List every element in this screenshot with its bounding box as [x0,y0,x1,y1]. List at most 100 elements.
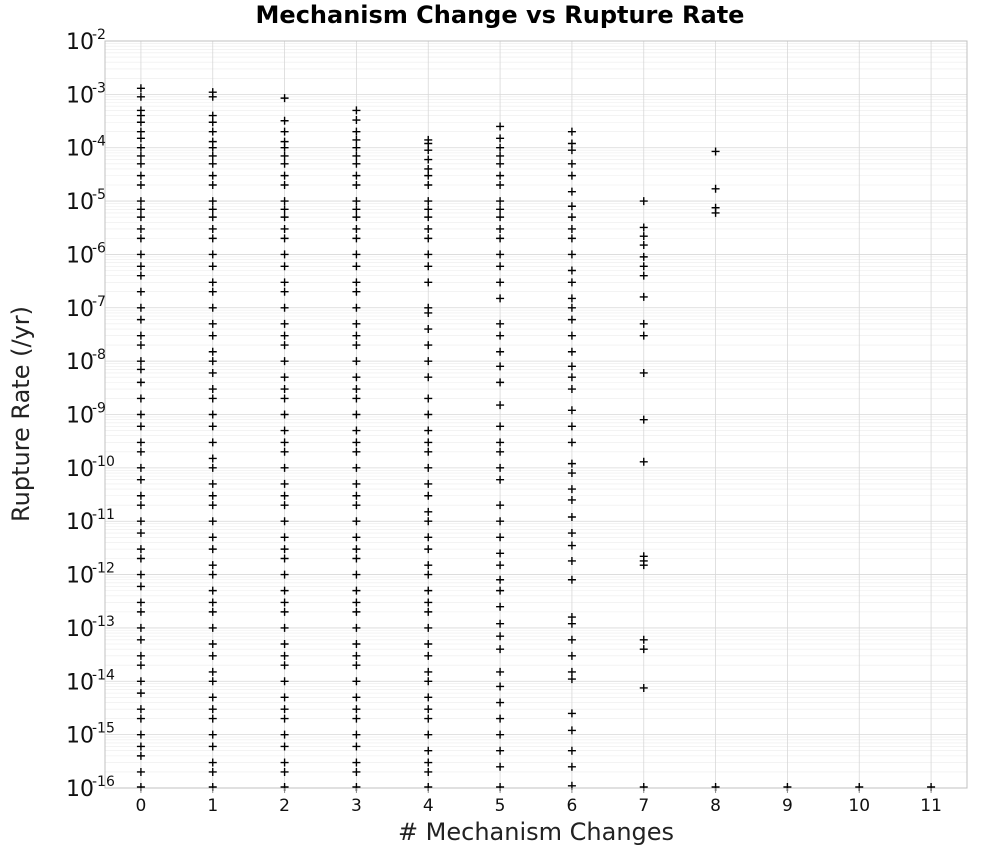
data-point [424,410,433,419]
data-point [352,205,361,214]
data-point [136,438,145,447]
data-point [136,545,145,554]
data-point [208,705,217,714]
data-point [352,693,361,702]
data-point [639,223,648,232]
data-point [208,368,217,377]
data-point [280,303,289,312]
data-point [280,250,289,259]
data-point [280,234,289,243]
data-point [496,667,505,676]
data-point [208,127,217,136]
data-point [352,517,361,526]
data-point [136,767,145,776]
data-point [496,714,505,723]
data-point [567,362,576,371]
data-point [496,422,505,431]
data-point [280,116,289,125]
y-tick: 10-11 [66,507,115,535]
data-point [639,292,648,301]
data-point [208,171,217,180]
y-tick-exponent: -9 [92,401,106,417]
data-point [208,143,217,152]
data-point [136,262,145,271]
data-point [567,512,576,521]
y-tick-base: 10 [66,137,94,162]
x-axis-ticks: 0 1 2 3 4 5 6 7 8 9 10 11 [136,788,942,816]
data-point [136,213,145,222]
y-tick-base: 10 [66,724,94,749]
data-point [424,155,433,164]
data-point [352,135,361,144]
data-point [639,319,648,328]
y-tick-base: 10 [66,510,94,535]
data-point [136,714,145,723]
data-point [424,705,433,714]
data-point [639,645,648,654]
data-point [496,645,505,654]
data-point [567,529,576,538]
data-point [280,545,289,554]
data-point [352,533,361,542]
y-tick-exponent: -15 [92,721,115,737]
data-point [352,303,361,312]
data-point [136,491,145,500]
data-point [711,147,720,156]
data-point [496,447,505,456]
data-point [424,197,433,206]
data-point [208,517,217,526]
data-point [280,570,289,579]
data-point [496,224,505,233]
data-point [496,586,505,595]
data-point [352,705,361,714]
data-point [639,197,648,206]
data-point [496,475,505,484]
data-point [424,394,433,403]
data-point [136,635,145,644]
data-point [208,224,217,233]
data-point [280,438,289,447]
data-point [352,463,361,472]
data-point [567,762,576,771]
data-point [280,262,289,271]
data-point [352,598,361,607]
data-point [136,410,145,419]
data-point [208,287,217,296]
data-point [424,373,433,382]
data-point [208,561,217,570]
data-point [280,205,289,214]
data-point [496,401,505,410]
data-point [136,159,145,168]
data-point [496,122,505,131]
data-point [496,438,505,447]
data-point [280,651,289,660]
data-point [496,730,505,739]
data-point [567,438,576,447]
data-point [567,556,576,565]
data-point [496,347,505,356]
data-point [208,347,217,356]
y-tick: 10-7 [66,294,106,322]
data-point [136,250,145,259]
data-point [208,262,217,271]
data-point [496,746,505,755]
y-tick: 10-10 [66,454,115,482]
y-tick-base: 10 [66,83,94,108]
data-point [639,635,648,644]
plot-area-frame [104,40,968,789]
data-point [352,278,361,287]
y-tick: 10-5 [66,187,106,215]
data-point [496,517,505,526]
data-point [208,667,217,676]
data-point [280,426,289,435]
data-point [424,139,433,148]
data-point [496,294,505,303]
data-point [280,151,289,160]
data-point [567,127,576,136]
data-point [208,303,217,312]
data-point [639,457,648,466]
data-point [208,742,217,751]
data-point [280,331,289,340]
y-tick: 10-8 [66,347,106,375]
